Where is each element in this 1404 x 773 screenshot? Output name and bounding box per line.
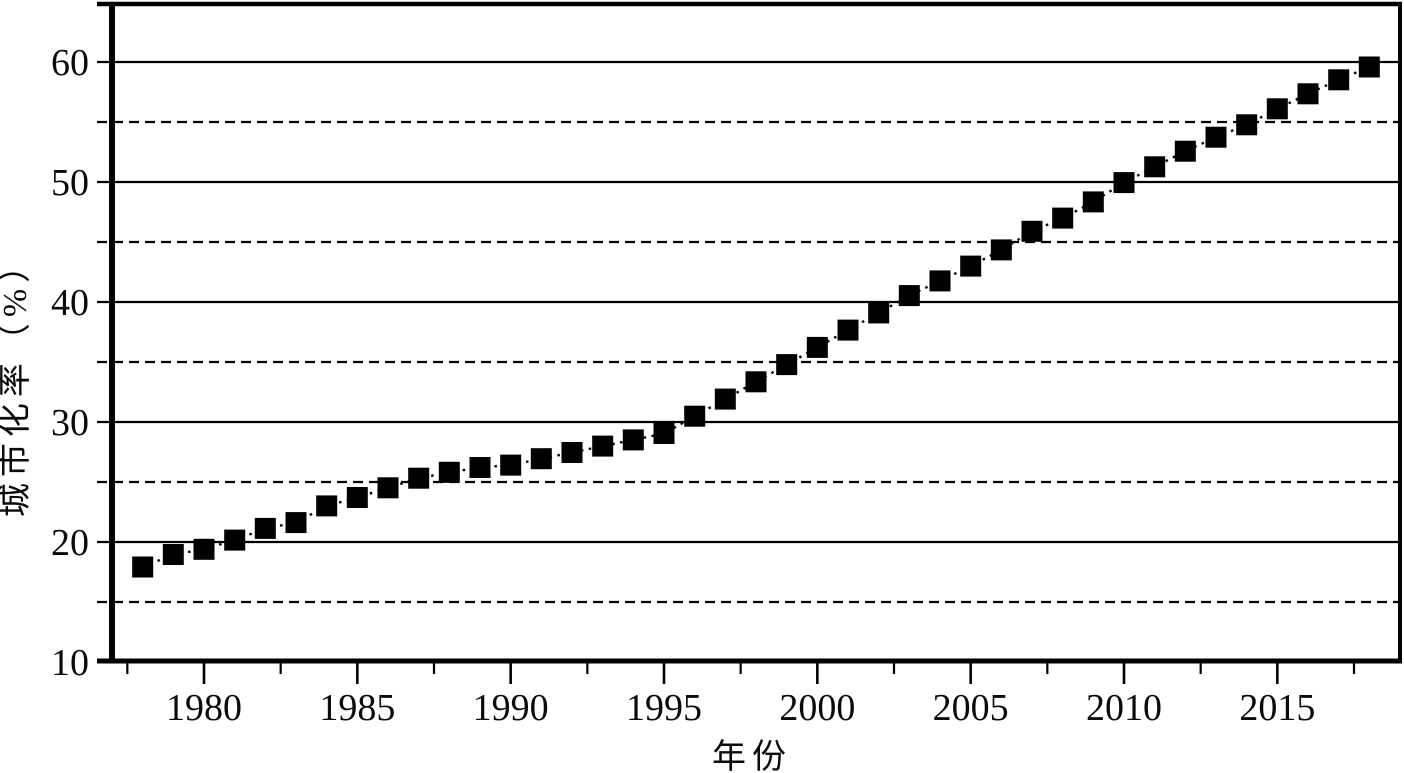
y-tick-label: 50 — [51, 162, 89, 204]
data-point — [1113, 172, 1135, 194]
data-point — [316, 495, 338, 517]
data-point — [653, 423, 675, 444]
data-point — [469, 457, 491, 478]
y-tick-label: 60 — [51, 42, 89, 84]
data-point — [224, 529, 246, 551]
data-point — [960, 255, 982, 277]
x-tick-label: 1985 — [319, 687, 395, 729]
x-axis-title: 年份 — [712, 738, 792, 773]
data-point — [254, 517, 276, 539]
data-point — [438, 461, 460, 483]
y-tick-label: 30 — [51, 402, 89, 444]
data-point — [1082, 191, 1104, 213]
x-tick-label: 2010 — [1086, 687, 1162, 729]
data-point — [1205, 126, 1227, 148]
x-tick-label: 2005 — [933, 687, 1009, 729]
x-tick-label: 2015 — [1239, 687, 1315, 729]
data-point — [776, 354, 798, 376]
data-point — [1052, 207, 1074, 229]
x-tick-label: 1980 — [166, 687, 242, 729]
data-point — [346, 487, 368, 508]
data-point — [408, 467, 430, 489]
data-point — [500, 454, 522, 476]
data-point — [1174, 140, 1196, 162]
data-point — [868, 302, 890, 324]
x-tick-label: 2000 — [779, 687, 855, 729]
y-tick-label: 10 — [51, 642, 89, 684]
data-point — [285, 512, 307, 534]
x-tick-label: 1990 — [473, 687, 549, 729]
data-point — [1358, 56, 1380, 78]
data-point — [193, 538, 215, 560]
data-point — [1144, 156, 1166, 178]
chart-layers: 10 20 30 40 50 60 1980 1985 1990 1995 2000 2005 2010… — [51, 1, 1402, 729]
data-point — [745, 371, 767, 393]
data-point — [162, 544, 184, 565]
data-point — [806, 336, 828, 358]
data-point — [837, 319, 859, 341]
data-point — [377, 477, 399, 499]
data-point — [530, 448, 552, 470]
data-point — [898, 285, 920, 307]
data-point — [1328, 69, 1350, 91]
data-point — [714, 388, 736, 410]
data-point — [592, 435, 614, 457]
y-axis-title: 城市化率（%） — [0, 243, 34, 517]
data-point — [684, 405, 706, 427]
x-tick-label: 1995 — [626, 687, 702, 729]
data-point — [1236, 114, 1258, 136]
y-tick-label: 40 — [51, 282, 89, 324]
y-tick-label: 20 — [51, 522, 89, 564]
data-point — [1297, 83, 1319, 105]
data-point — [132, 556, 154, 578]
data-point — [1021, 220, 1043, 242]
data-point — [561, 442, 583, 463]
data-point — [1266, 98, 1288, 120]
data-point — [990, 239, 1012, 261]
data-point — [622, 429, 644, 451]
data-point — [929, 270, 951, 292]
